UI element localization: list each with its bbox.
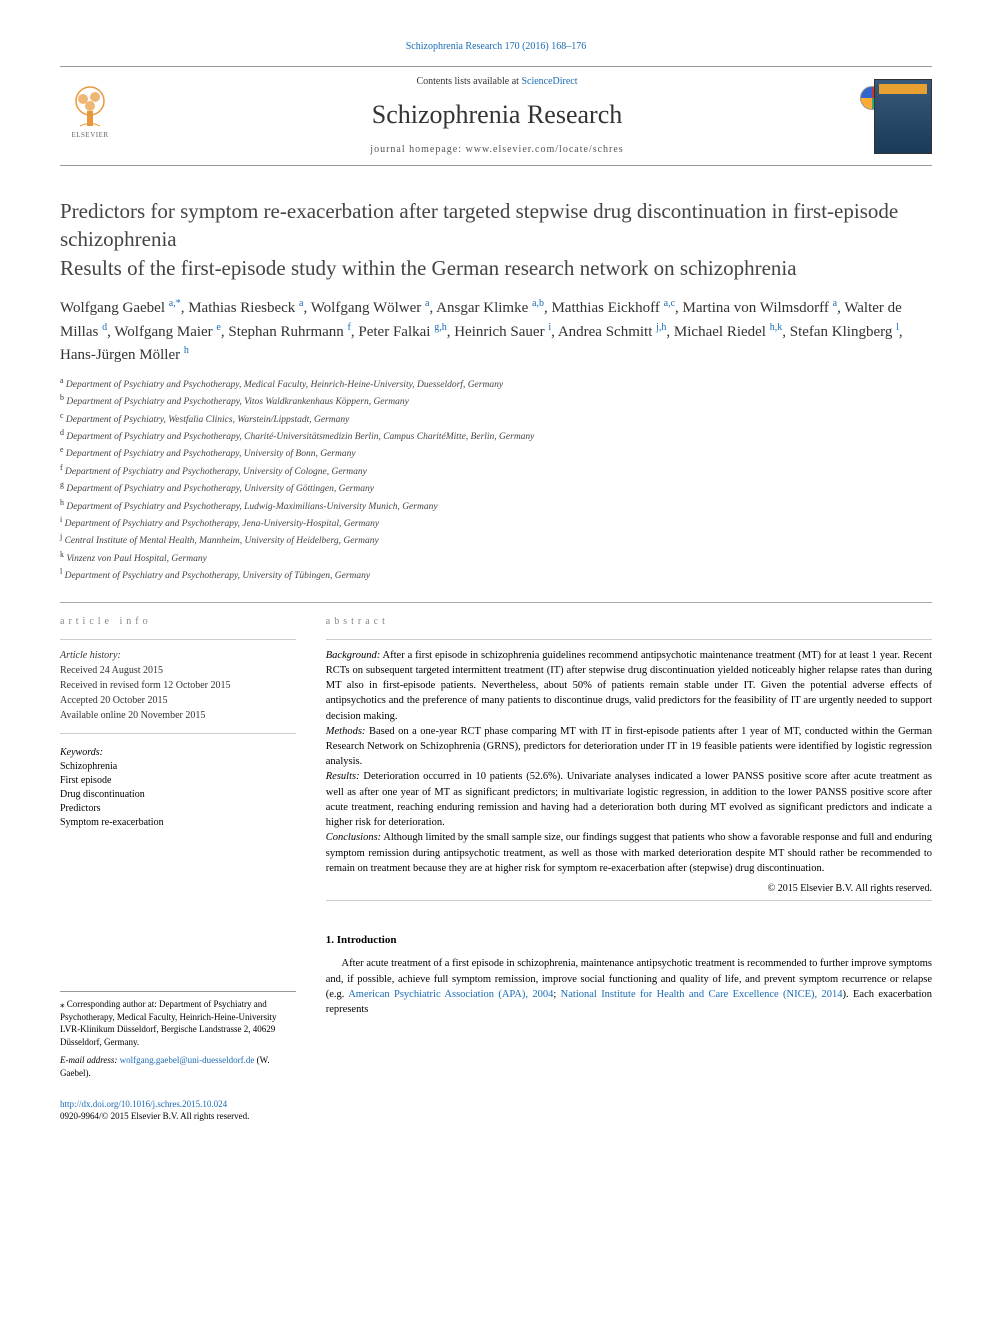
keyword: First episode xyxy=(60,774,296,788)
author: Ansgar Klimke a,b xyxy=(436,300,544,316)
affiliation: c Department of Psychiatry, Westfalia Cl… xyxy=(60,410,932,427)
corresponding-email: E-mail address: wolfgang.gaebel@uni-dues… xyxy=(60,1054,296,1079)
author: Wolfgang Gaebel a,* xyxy=(60,300,181,316)
elsevier-tree-icon xyxy=(65,81,115,131)
affiliation: a Department of Psychiatry and Psychothe… xyxy=(60,375,932,392)
keyword: Schizophrenia xyxy=(60,760,296,774)
author-aff-link[interactable]: d xyxy=(102,322,107,333)
abstract-background: Background: After a first episode in sch… xyxy=(326,648,932,724)
publisher-name: ELSEVIER xyxy=(71,131,108,141)
affiliations-list: a Department of Psychiatry and Psychothe… xyxy=(60,375,932,584)
journal-cover-thumb xyxy=(874,79,932,154)
author: Wolfgang Wölwer a xyxy=(311,300,430,316)
author-aff-link[interactable]: g,h xyxy=(434,322,447,333)
author-aff-link[interactable]: f xyxy=(348,322,351,333)
article-subtitle: Results of the first-episode study withi… xyxy=(60,255,932,282)
affiliation: b Department of Psychiatry and Psychothe… xyxy=(60,392,932,409)
author: Hans-Jürgen Möller h xyxy=(60,347,189,363)
email-link[interactable]: wolfgang.gaebel@uni-duesseldorf.de xyxy=(120,1055,255,1065)
corresponding-author: ⁎ Corresponding author at: Department of… xyxy=(60,998,296,1048)
article-title: Predictors for symptom re-exacerbation a… xyxy=(60,198,932,253)
author: Stefan Klingberg l xyxy=(790,324,899,340)
affiliation: f Department of Psychiatry and Psychothe… xyxy=(60,462,932,479)
author-aff-link[interactable]: a,* xyxy=(169,298,181,309)
abstract-copyright: © 2015 Elsevier B.V. All rights reserved… xyxy=(326,882,932,896)
author-aff-link[interactable]: a,b xyxy=(532,298,544,309)
top-citation-link[interactable]: Schizophrenia Research 170 (2016) 168–17… xyxy=(406,41,587,52)
affiliation: l Department of Psychiatry and Psychothe… xyxy=(60,566,932,583)
article-history: Article history: Received 24 August 2015… xyxy=(60,648,296,723)
ref-link-apa[interactable]: American Psychiatric Association (APA), … xyxy=(348,989,553,1000)
authors-list: Wolfgang Gaebel a,*, Mathias Riesbeck a,… xyxy=(60,296,932,367)
author-aff-link[interactable]: l xyxy=(896,322,899,333)
affiliation: k Vinzenz von Paul Hospital, Germany xyxy=(60,549,932,566)
article-info-heading: article info xyxy=(60,615,296,629)
author-aff-link[interactable]: i xyxy=(548,322,551,333)
author-aff-link[interactable]: j,h xyxy=(656,322,666,333)
keyword: Drug discontinuation xyxy=(60,788,296,802)
ref-link-nice[interactable]: National Institute for Health and Care E… xyxy=(561,989,843,1000)
abstract-body: Background: After a first episode in sch… xyxy=(326,648,932,876)
author: Wolfgang Maier e xyxy=(114,324,221,340)
doi-link[interactable]: http://dx.doi.org/10.1016/j.schres.2015.… xyxy=(60,1099,227,1109)
author: Michael Riedel h,k xyxy=(674,324,782,340)
intro-paragraph: After acute treatment of a first episode… xyxy=(326,956,932,1017)
author-aff-link[interactable]: a,c xyxy=(664,298,675,309)
author: Mathias Riesbeck a xyxy=(188,300,303,316)
author-aff-link[interactable]: e xyxy=(216,322,220,333)
journal-title: Schizophrenia Research xyxy=(120,97,874,133)
section-divider xyxy=(60,602,932,603)
author-aff-link[interactable]: a xyxy=(833,298,837,309)
affiliation: g Department of Psychiatry and Psychothe… xyxy=(60,479,932,496)
author: Peter Falkai g,h xyxy=(358,324,446,340)
publisher-logo: ELSEVIER xyxy=(60,81,120,151)
affiliation: h Department of Psychiatry and Psychothe… xyxy=(60,497,932,514)
abstract-conclusions: Conclusions: Although limited by the sma… xyxy=(326,830,932,876)
footnote-divider xyxy=(60,991,296,992)
keyword: Symptom re-exacerbation xyxy=(60,816,296,830)
affiliation: j Central Institute of Mental Health, Ma… xyxy=(60,531,932,548)
affiliation: e Department of Psychiatry and Psychothe… xyxy=(60,444,932,461)
abstract-results: Results: Deterioration occurred in 10 pa… xyxy=(326,769,932,830)
abstract-methods: Methods: Based on a one-year RCT phase c… xyxy=(326,724,932,770)
affiliation: d Department of Psychiatry and Psychothe… xyxy=(60,427,932,444)
author: Matthias Eickhoff a,c xyxy=(551,300,675,316)
author-aff-link[interactable]: h xyxy=(184,345,189,356)
affiliation: i Department of Psychiatry and Psychothe… xyxy=(60,514,932,531)
abstract-heading: abstract xyxy=(326,615,932,629)
author-aff-link[interactable]: a xyxy=(425,298,429,309)
author-aff-link[interactable]: a xyxy=(299,298,303,309)
keywords-block: Keywords: SchizophreniaFirst episodeDrug… xyxy=(60,746,296,830)
journal-homepage: journal homepage: www.elsevier.com/locat… xyxy=(120,143,874,157)
author: Andrea Schmitt j,h xyxy=(558,324,667,340)
doi-block: http://dx.doi.org/10.1016/j.schres.2015.… xyxy=(60,1098,932,1123)
contents-line: Contents lists available at ScienceDirec… xyxy=(120,75,874,89)
sciencedirect-link[interactable]: ScienceDirect xyxy=(521,76,577,87)
author-aff-link[interactable]: h,k xyxy=(770,322,783,333)
author: Heinrich Sauer i xyxy=(454,324,551,340)
top-citation: Schizophrenia Research 170 (2016) 168–17… xyxy=(60,40,932,54)
author: Martina von Wilmsdorff a xyxy=(683,300,838,316)
journal-header: ELSEVIER Contents lists available at Sci… xyxy=(60,66,932,166)
author: Stephan Ruhrmann f xyxy=(228,324,351,340)
keyword: Predictors xyxy=(60,802,296,816)
intro-heading: 1. Introduction xyxy=(326,933,932,948)
